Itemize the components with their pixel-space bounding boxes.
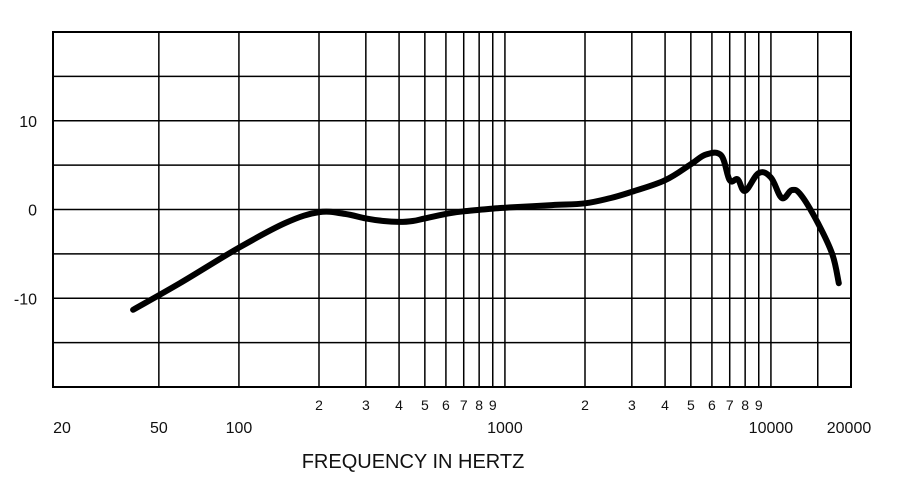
x-minor-tick-label: 2 (581, 397, 589, 413)
x-major-tick-label: 20000 (827, 420, 872, 437)
x-minor-tick-label: 9 (489, 397, 497, 413)
x-minor-tick-label: 3 (628, 397, 636, 413)
x-axis-title: FREQUENCY IN HERTZ (302, 451, 525, 473)
x-minor-tick-label: 6 (708, 397, 716, 413)
x-major-tick-label: 10000 (749, 420, 794, 437)
y-tick-label: 10 (19, 114, 37, 131)
plot-frame (52, 31, 852, 388)
x-minor-tick-label: 4 (395, 397, 403, 413)
x-major-tick-label: 20 (53, 420, 71, 437)
y-tick-labels: 10 0 -10 (14, 114, 37, 309)
x-tick-labels: 2 3 4 5 6 7 8 9 2 3 4 5 6 7 8 920 50 100 1000 10000 20000 (53, 397, 871, 437)
x-major-tick-label: 50 (150, 420, 168, 437)
x-minor-tick-label: 5 (421, 397, 429, 413)
x-minor-tick-label: 7 (460, 397, 468, 413)
y-tick-label: 0 (28, 203, 37, 220)
x-minor-tick-label: 8 (741, 397, 749, 413)
x-minor-tick-label: 9 (755, 397, 763, 413)
x-minor-tick-label: 2 (315, 397, 323, 413)
x-minor-tick-label: 3 (362, 397, 370, 413)
x-minor-tick-label: 7 (726, 397, 734, 413)
x-minor-tick-label: 5 (687, 397, 695, 413)
x-major-tick-label: 1000 (487, 420, 523, 437)
grid (53, 32, 851, 387)
x-minor-tick-label: 6 (442, 397, 450, 413)
x-minor-tick-label: 8 (475, 397, 483, 413)
x-minor-tick-label: 4 (661, 397, 669, 413)
x-major-tick-label: 100 (226, 420, 253, 437)
y-tick-label: -10 (14, 291, 37, 308)
series-line (130, 149, 842, 313)
